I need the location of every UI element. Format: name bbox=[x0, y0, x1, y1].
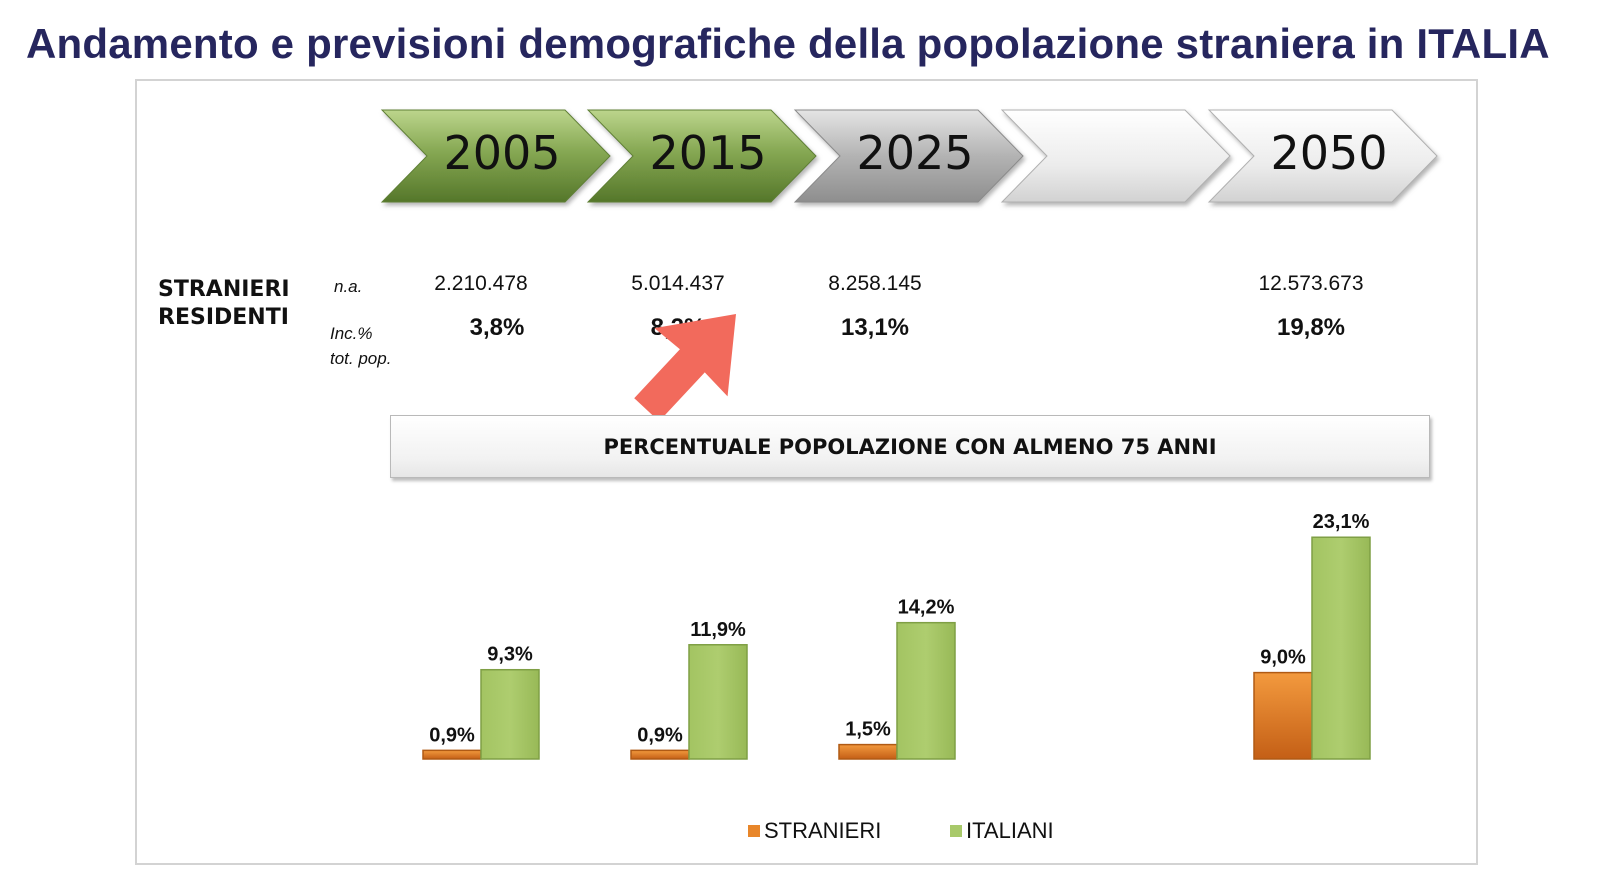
pointer-arrow bbox=[634, 314, 736, 422]
legend-item-stranieri: STRANIERI bbox=[748, 818, 881, 844]
timeline-step bbox=[1207, 109, 1438, 203]
pct-row-label: Inc.% bbox=[330, 324, 373, 343]
bar-data-label: 23,1% bbox=[1313, 511, 1370, 533]
bar-data-label: 9,0% bbox=[1260, 647, 1306, 669]
timeline-label: 2015 bbox=[649, 126, 767, 180]
legend-label: STRANIERI bbox=[764, 818, 882, 843]
timeline-step bbox=[586, 109, 817, 203]
heading-line: RESIDENTI bbox=[158, 305, 289, 330]
stat-abs-value: 8.258.145 bbox=[828, 272, 922, 295]
legend-item-italiani: ITALIANI bbox=[950, 818, 1054, 844]
abs-row-label: n.a. bbox=[334, 277, 363, 296]
page-title: Andamento e previsioni demografiche dell… bbox=[26, 20, 1550, 67]
timeline-step bbox=[1000, 109, 1231, 203]
bar-stranieri bbox=[1253, 671, 1313, 760]
pct-row-label: tot. pop. bbox=[330, 349, 392, 368]
chart-banner: PERCENTUALE POPOLAZIONE CON ALMENO 75 AN… bbox=[390, 415, 1430, 478]
stat-pct-value: 13,1% bbox=[840, 314, 910, 341]
bar-italiani bbox=[1311, 536, 1371, 760]
stranieri-residenti-heading: STRANIERI RESIDENTI bbox=[158, 276, 290, 332]
legend-swatch bbox=[950, 825, 962, 837]
timeline-label: 2025 bbox=[856, 126, 974, 180]
timeline-label: 2005 bbox=[443, 126, 561, 180]
bar-italiani bbox=[896, 621, 956, 760]
heading-line: STRANIERI bbox=[158, 277, 290, 302]
stat-abs-value: 12.573.673 bbox=[1258, 272, 1364, 295]
bar-italiani bbox=[688, 644, 748, 760]
bar-data-label: 1,5% bbox=[845, 719, 891, 741]
stat-pct-value: 3,8% bbox=[469, 314, 525, 341]
stat-abs-value: 5.014.437 bbox=[631, 272, 725, 295]
timeline-label: 2050 bbox=[1270, 126, 1388, 180]
bar-stranieri bbox=[630, 749, 690, 760]
bar-stranieri bbox=[838, 743, 898, 760]
bar-data-label: 11,9% bbox=[690, 619, 746, 641]
bar-data-label: 14,2% bbox=[898, 597, 955, 619]
legend-swatch bbox=[748, 825, 760, 837]
timeline-step bbox=[380, 109, 611, 203]
stat-pct-value: 19,8% bbox=[1276, 314, 1346, 341]
bar-stranieri bbox=[422, 749, 482, 760]
timeline-step bbox=[793, 109, 1024, 203]
bar-italiani bbox=[480, 668, 540, 760]
bar-data-label: 0,9% bbox=[429, 724, 475, 746]
stat-abs-value: 2.210.478 bbox=[434, 272, 528, 295]
bar-data-label: 9,3% bbox=[487, 644, 533, 666]
legend-label: ITALIANI bbox=[966, 818, 1054, 843]
bar-data-label: 0,9% bbox=[637, 724, 683, 746]
